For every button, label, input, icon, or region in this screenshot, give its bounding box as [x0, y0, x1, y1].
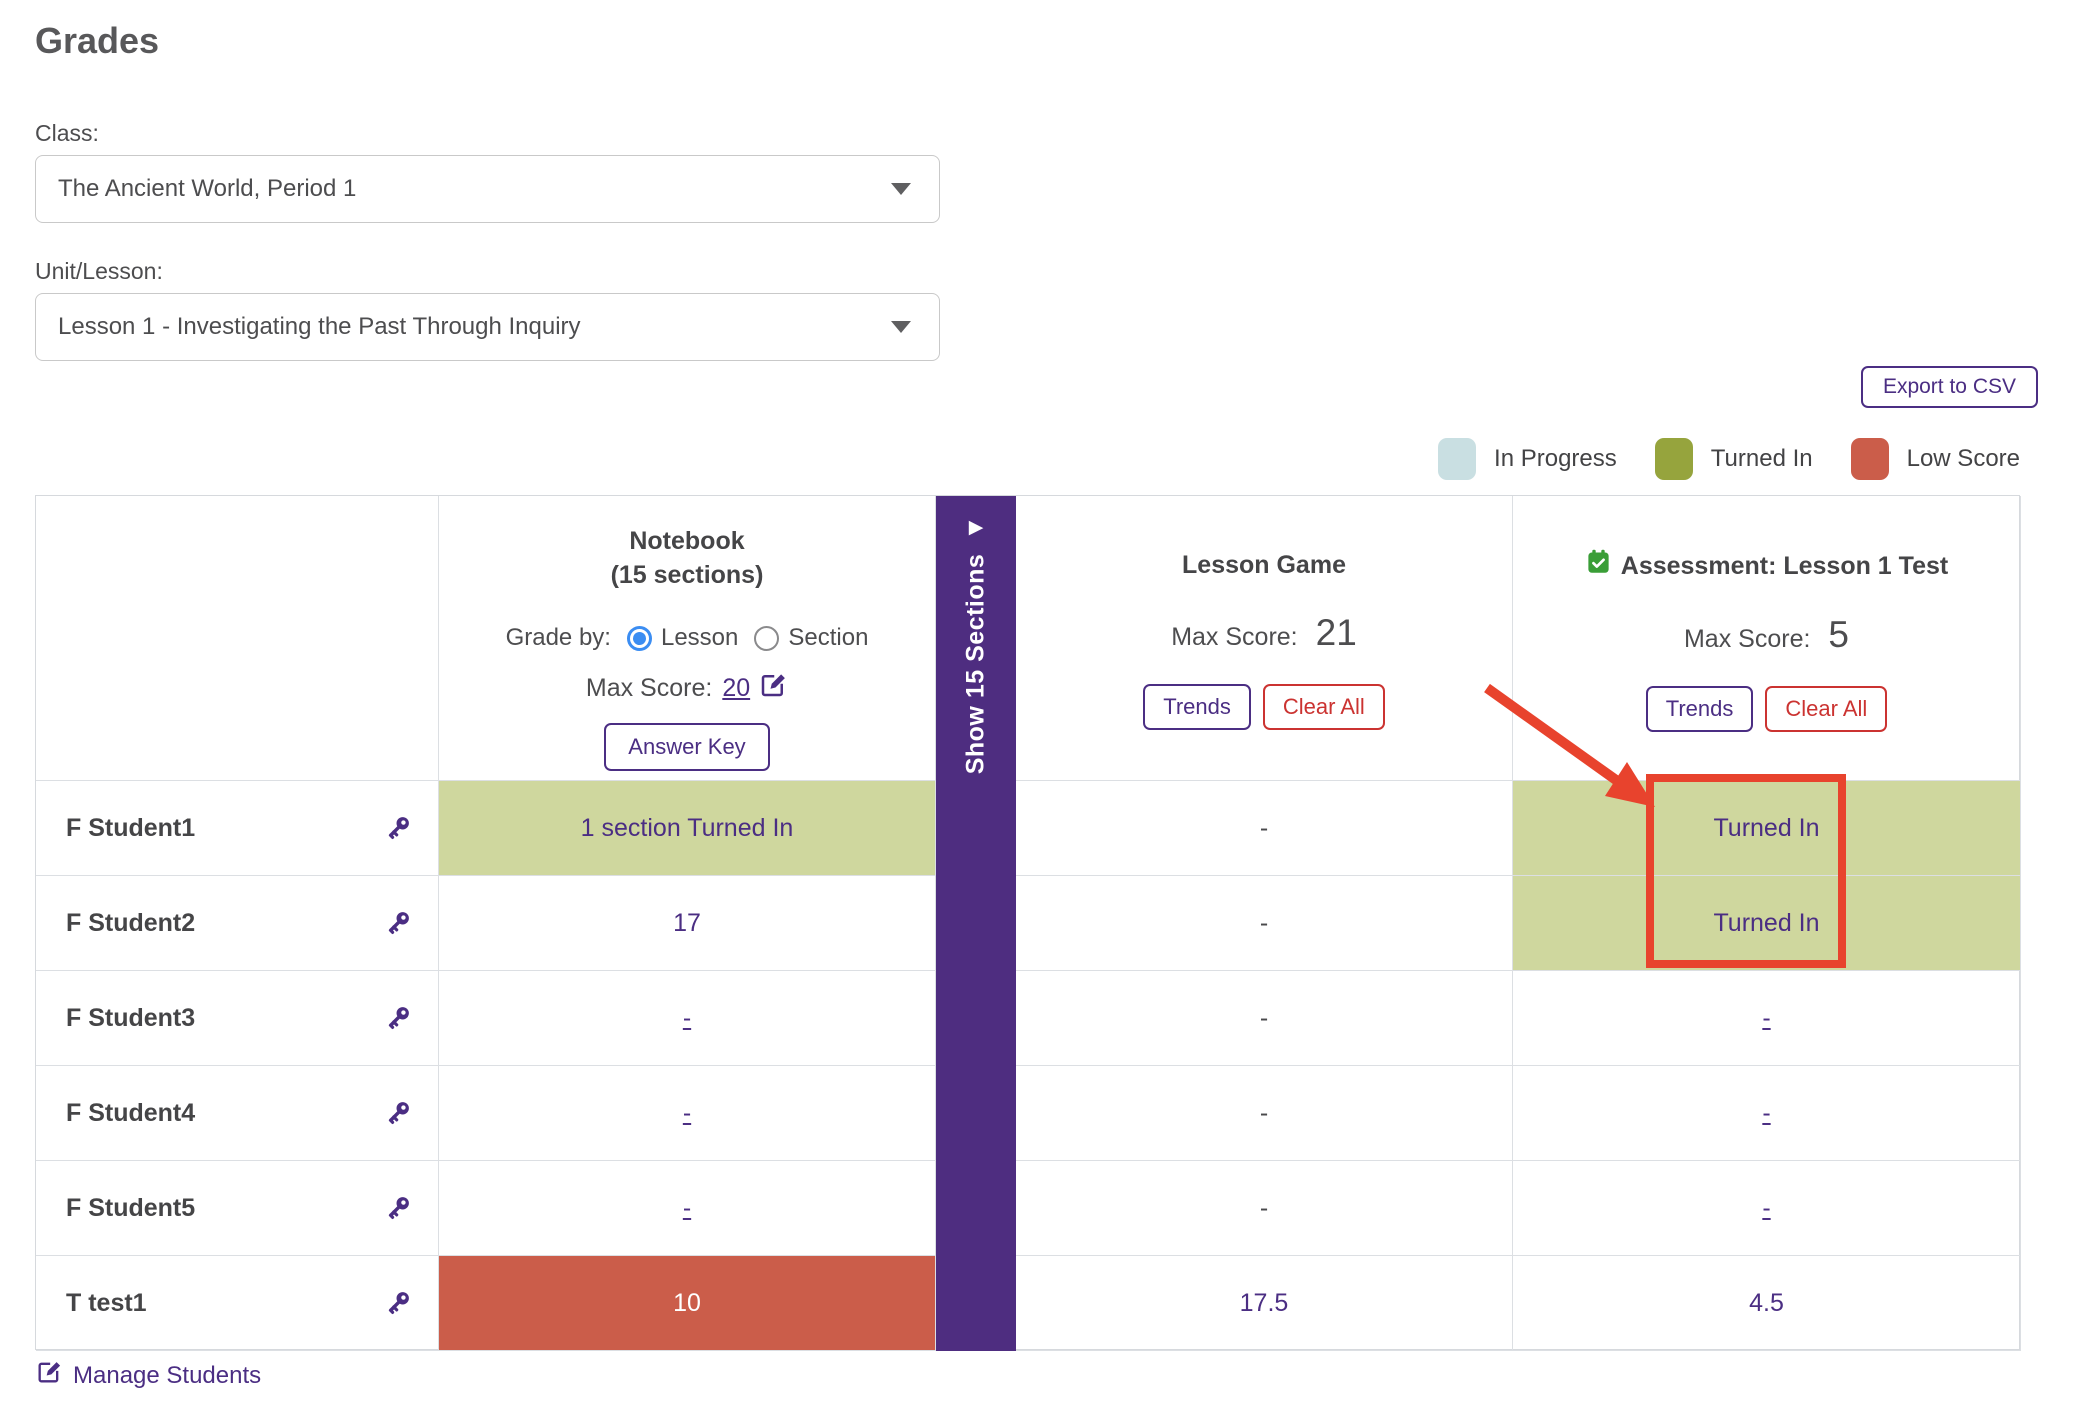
key-icon[interactable]	[384, 814, 412, 842]
answer-key-button[interactable]: Answer Key	[604, 723, 770, 771]
assessment-trends-button[interactable]: Trends	[1645, 686, 1754, 732]
lesson-game-score-cell[interactable]: 17.5	[1016, 1256, 1513, 1351]
play-right-icon: ▶	[968, 517, 984, 538]
export-to-csv-button[interactable]: Export to CSV	[1860, 366, 2038, 408]
chevron-down-icon	[891, 183, 911, 195]
lesson-game-title: Lesson Game	[1182, 551, 1346, 579]
grade-by-lesson-label[interactable]: Lesson	[660, 624, 739, 651]
assessment-column-header: Assessment: Lesson 1 Test Max Score: 5 T…	[1513, 496, 2021, 781]
notebook-subtitle: (15 sections)	[610, 561, 764, 589]
legend-item-low-score: Low Score	[1850, 438, 2020, 480]
key-icon[interactable]	[384, 909, 412, 937]
table-row-student-name: F Student4	[36, 1066, 439, 1161]
class-select[interactable]: The Ancient World, Period 1	[35, 155, 940, 223]
notebook-score-cell[interactable]: 10	[439, 1256, 936, 1351]
lesson-game-score-cell[interactable]: -	[1016, 971, 1513, 1066]
lesson-game-score-cell[interactable]: -	[1016, 1066, 1513, 1161]
assessment-score-cell[interactable]: 4.5	[1513, 1256, 2021, 1351]
class-label: Class:	[35, 120, 99, 146]
legend-item-in-progress: In Progress	[1438, 438, 1617, 480]
lesson-game-max-score-value: 21	[1315, 612, 1357, 653]
notebook-score-cell[interactable]: 17	[439, 876, 936, 971]
notebook-score-cell[interactable]: -	[439, 1066, 936, 1161]
grade-by-section-radio[interactable]	[754, 625, 780, 651]
grades-table: Notebook (15 sections) Grade by: Lesson …	[35, 495, 2021, 1351]
unit-lesson-label: Unit/Lesson:	[35, 258, 163, 284]
notebook-score-cell[interactable]: 1 section Turned In	[439, 781, 936, 876]
key-icon[interactable]	[384, 1099, 412, 1127]
in-progress-swatch	[1438, 438, 1477, 480]
show-sections-bar[interactable]: ▶ Show 15 Sections	[936, 496, 1016, 1351]
lesson-game-score-cell[interactable]: -	[1016, 1161, 1513, 1256]
notebook-score-cell[interactable]: -	[439, 1161, 936, 1256]
turned-in-swatch	[1654, 438, 1693, 480]
chevron-down-icon	[891, 321, 911, 333]
assessment-score-cell[interactable]: -	[1513, 1161, 2021, 1256]
notebook-column-header: Notebook (15 sections) Grade by: Lesson …	[439, 496, 936, 781]
key-icon[interactable]	[384, 1289, 412, 1317]
key-icon[interactable]	[384, 1004, 412, 1032]
lesson-game-max-score-label: Max Score:	[1171, 623, 1298, 651]
calendar-check-icon	[1585, 548, 1612, 584]
lesson-game-score-cell[interactable]: -	[1016, 781, 1513, 876]
manage-students-link[interactable]: Manage Students	[35, 1358, 261, 1393]
table-row-student-name: F Student2	[36, 876, 439, 971]
key-icon[interactable]	[384, 1194, 412, 1222]
assessment-max-score-label: Max Score:	[1683, 625, 1811, 653]
assessment-clear-all-button[interactable]: Clear All	[1765, 686, 1888, 732]
table-row-student-name: F Student5	[36, 1161, 439, 1256]
table-row-student-name: F Student3	[36, 971, 439, 1066]
assessment-score-cell[interactable]: -	[1513, 1066, 2021, 1161]
assessment-score-cell[interactable]: Turned In	[1513, 876, 2021, 971]
table-row-student-name: F Student1	[36, 781, 439, 876]
grade-by-label: Grade by:	[505, 624, 611, 651]
edit-pencil-square-icon	[35, 1358, 63, 1393]
notebook-max-score-label: Max Score:	[585, 674, 713, 702]
assessment-score-cell[interactable]: Turned In	[1513, 781, 2021, 876]
assessment-title: Assessment: Lesson 1 Test	[1620, 552, 1949, 580]
show-sections-label: Show 15 Sections	[961, 553, 990, 775]
lesson-game-column-header: Lesson Game Max Score: 21 Trends Clear A…	[1016, 496, 1513, 781]
lesson-game-clear-all-button[interactable]: Clear All	[1262, 684, 1385, 730]
lesson-game-score-cell[interactable]: -	[1016, 876, 1513, 971]
page-title: Grades	[35, 20, 160, 61]
grade-by-lesson-radio[interactable]	[626, 625, 652, 651]
notebook-max-score-value[interactable]: 20	[722, 674, 751, 702]
assessment-score-cell[interactable]: -	[1513, 971, 2021, 1066]
legend-item-turned-in: Turned In	[1654, 438, 1813, 480]
assessment-max-score-value: 5	[1828, 614, 1849, 655]
lesson-game-trends-button[interactable]: Trends	[1143, 684, 1251, 730]
grade-by-section-label[interactable]: Section	[788, 624, 869, 651]
notebook-score-cell[interactable]: -	[439, 971, 936, 1066]
status-legend: In Progress Turned In Low Score	[1400, 437, 2020, 481]
low-score-swatch	[1850, 438, 1889, 480]
class-select-value: The Ancient World, Period 1	[58, 175, 357, 202]
table-row-student-name: T test1	[36, 1256, 439, 1351]
unit-lesson-select[interactable]: Lesson 1 - Investigating the Past Throug…	[35, 293, 940, 361]
edit-max-score-icon[interactable]	[758, 670, 788, 707]
corner-header-cell	[36, 496, 439, 781]
notebook-title: Notebook	[629, 527, 745, 555]
unit-lesson-select-value: Lesson 1 - Investigating the Past Throug…	[58, 313, 581, 340]
